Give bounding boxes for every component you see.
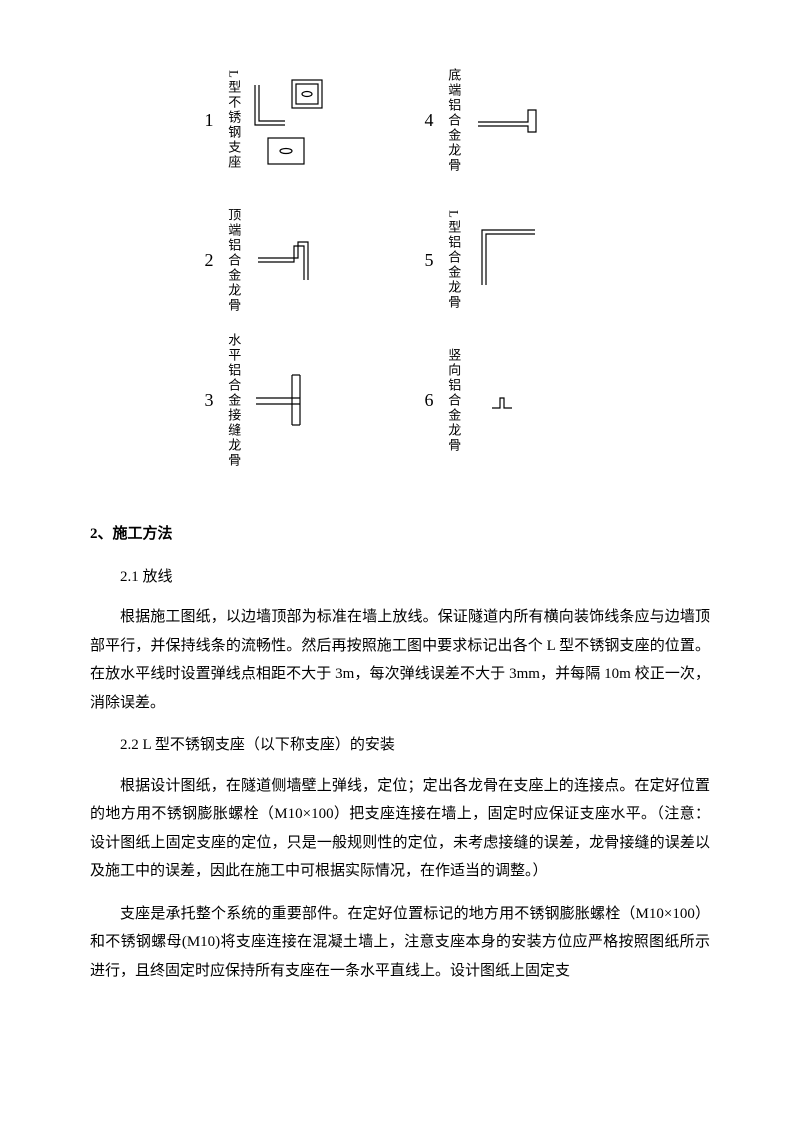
subsection-2-2-body-2: 支座是承托整个系统的重要部件。在定好位置标记的地方用不锈钢膨胀螺栓（M10×10… bbox=[90, 900, 710, 986]
shape-top-keel bbox=[250, 200, 330, 320]
cell-label: 顶端铝合金龙骨 bbox=[226, 208, 240, 313]
cell-label: L型铝合金龙骨 bbox=[446, 210, 460, 310]
section-heading: 2、施工方法 bbox=[90, 520, 710, 549]
cell-label: 底端铝合金龙骨 bbox=[446, 68, 460, 173]
cell-number: 2 bbox=[200, 243, 218, 277]
cell-number: 4 bbox=[420, 103, 438, 137]
cell-number: 1 bbox=[200, 103, 218, 137]
subsection-2-2-body-1: 根据设计图纸，在隧道侧墙壁上弹线，定位；定出各龙骨在支座上的连接点。在定好位置的… bbox=[90, 772, 710, 886]
diagram-cell-3: 3 水平铝合金接缝龙骨 bbox=[200, 330, 380, 470]
diagram-cell-1: 1 L型不锈钢支座 bbox=[200, 50, 380, 190]
cell-label: 竖向铝合金龙骨 bbox=[446, 348, 460, 453]
shape-l-aluminum-keel bbox=[470, 200, 550, 320]
shape-bottom-keel bbox=[470, 60, 550, 180]
diagram-cell-6: 6 竖向铝合金龙骨 bbox=[420, 330, 600, 470]
shape-vertical-keel bbox=[470, 340, 550, 460]
shape-l-steel-support bbox=[250, 60, 330, 180]
cell-label: 水平铝合金接缝龙骨 bbox=[226, 333, 240, 468]
diagram-area: 1 L型不锈钢支座 bbox=[90, 50, 710, 470]
diagram-cell-4: 4 底端铝合金龙骨 bbox=[420, 50, 600, 190]
subsection-2-1-title: 2.1 放线 bbox=[90, 563, 710, 592]
cell-number: 6 bbox=[420, 383, 438, 417]
cell-number: 5 bbox=[420, 243, 438, 277]
subsection-2-1-body: 根据施工图纸，以边墙顶部为标准在墙上放线。保证隧道内所有横向装饰线条应与边墙顶部… bbox=[90, 603, 710, 717]
shape-horizontal-seam-keel bbox=[250, 340, 330, 460]
subsection-2-2-title: 2.2 L 型不锈钢支座（以下称支座）的安装 bbox=[90, 731, 710, 760]
diagram-cell-5: 5 L型铝合金龙骨 bbox=[420, 190, 600, 330]
cell-label: L型不锈钢支座 bbox=[226, 70, 240, 170]
diagram-grid: 1 L型不锈钢支座 bbox=[200, 50, 600, 470]
diagram-cell-2: 2 顶端铝合金龙骨 bbox=[200, 190, 380, 330]
cell-number: 3 bbox=[200, 383, 218, 417]
